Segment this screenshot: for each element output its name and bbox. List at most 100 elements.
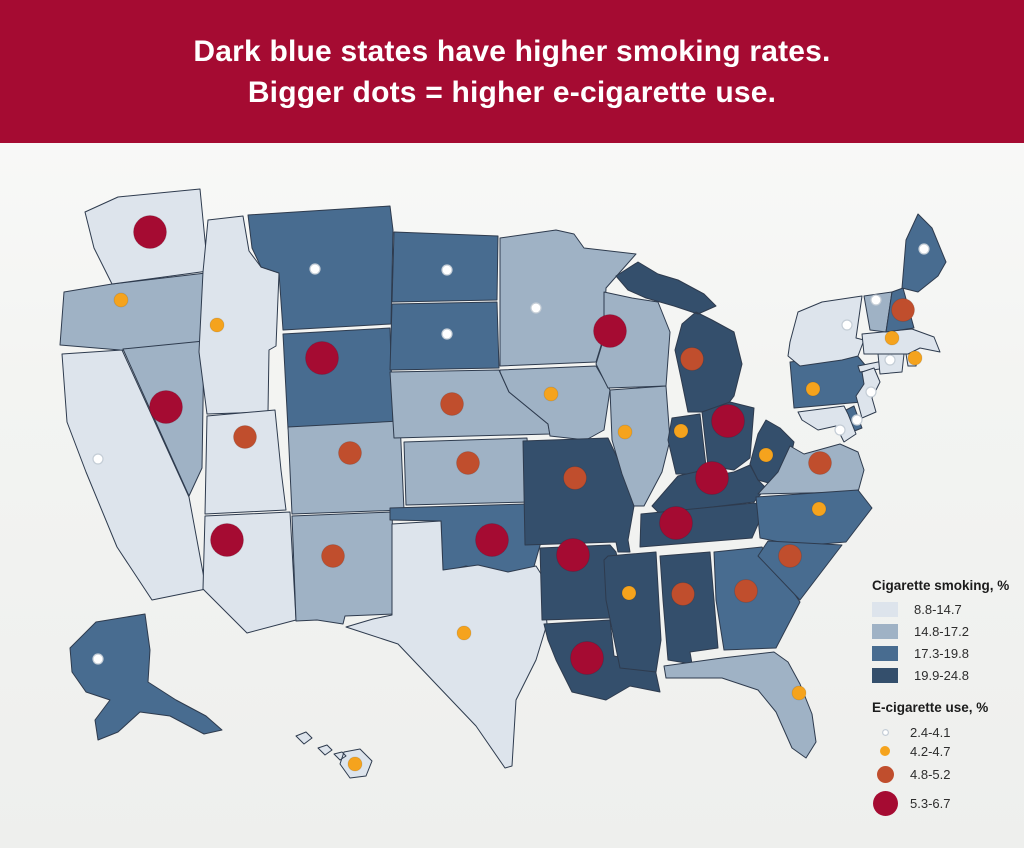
legend-ecigarette-use: E-cigarette use, % 2.4-4.1 4.2-4.7 4.8-5… bbox=[872, 700, 988, 820]
ecig-dot-DE bbox=[851, 414, 863, 426]
ecig-dot-NC bbox=[811, 501, 827, 517]
smoking-bin2-label: 14.8-17.2 bbox=[914, 624, 969, 639]
ecig-dot-GA bbox=[734, 579, 758, 603]
smoking-bin4-label: 19.9-24.8 bbox=[914, 668, 969, 683]
ecig-dot-IN bbox=[673, 423, 689, 439]
ecig-dot-NM bbox=[321, 544, 345, 568]
legend-row: 19.9-24.8 bbox=[872, 668, 1009, 683]
ecig-dot-AL bbox=[671, 582, 695, 606]
ecig-dot-WV bbox=[758, 447, 774, 463]
state-AK bbox=[69, 613, 223, 741]
ecig-dot-OK bbox=[475, 523, 509, 557]
ecig-dot-PA bbox=[805, 381, 821, 397]
ecig-dot-WA bbox=[133, 215, 167, 249]
ecig-dot-VT bbox=[870, 294, 882, 306]
legend-row: 2.4-4.1 bbox=[872, 724, 988, 741]
ecig-dot-CT bbox=[884, 354, 896, 366]
ecig-dot-WI bbox=[593, 314, 627, 348]
ecig-bin2-label: 4.2-4.7 bbox=[910, 743, 951, 759]
state-NM bbox=[291, 511, 396, 625]
ecig-dot-TX bbox=[456, 625, 472, 641]
smoking-bin4-swatch bbox=[872, 668, 898, 683]
legend-row: 5.3-6.7 bbox=[872, 787, 988, 820]
ecig-dot-NE bbox=[440, 392, 464, 416]
smoking-bin2-swatch bbox=[872, 624, 898, 639]
ecig-dot-OR bbox=[113, 292, 129, 308]
state-MI bbox=[615, 261, 743, 413]
ecig-dot-MI bbox=[680, 347, 704, 371]
state-MA bbox=[861, 328, 941, 355]
ecig-dot-HI bbox=[347, 756, 363, 772]
smoking-bin1-label: 8.8-14.7 bbox=[914, 602, 962, 617]
legend-row: 14.8-17.2 bbox=[872, 624, 1009, 639]
state-CO bbox=[287, 420, 405, 515]
header-line2: Bigger dots = higher e-cigarette use. bbox=[247, 75, 777, 109]
ecig-dot-KS bbox=[456, 451, 480, 475]
ecig-dot-IL bbox=[617, 424, 633, 440]
smoking-bin1-swatch bbox=[872, 602, 898, 617]
header-line1: Dark blue states have higher smoking rat… bbox=[193, 34, 831, 68]
ecig-dot-SC bbox=[778, 544, 802, 568]
ecig-dot-MT bbox=[309, 263, 321, 275]
state-IL bbox=[609, 385, 671, 507]
smoking-bin3-label: 17.3-19.8 bbox=[914, 646, 969, 661]
ecig-dot-CO bbox=[338, 441, 362, 465]
state-OR bbox=[59, 272, 207, 353]
legend-row: 17.3-19.8 bbox=[872, 646, 1009, 661]
ecig-dot-WY bbox=[305, 341, 339, 375]
ecig-bin2-dot-icon bbox=[880, 746, 890, 756]
ecig-dot-MS bbox=[621, 585, 637, 601]
ecig-dot-NH bbox=[891, 298, 915, 322]
ecig-dot-NJ bbox=[865, 386, 877, 398]
ecig-dot-KY bbox=[695, 461, 729, 495]
ecig-bin4-dot-icon bbox=[872, 791, 898, 816]
ecig-dot-UT bbox=[233, 425, 257, 449]
state-FL bbox=[663, 651, 817, 759]
ecig-dot-RI bbox=[907, 350, 923, 366]
ecig-dot-CA bbox=[92, 453, 104, 465]
ecig-dot-AZ bbox=[210, 523, 244, 557]
header-banner: Dark blue states have higher smoking rat… bbox=[0, 0, 1024, 143]
ecig-dot-FL bbox=[791, 685, 807, 701]
legend-row: 8.8-14.7 bbox=[872, 602, 1009, 617]
ecig-dot-MN bbox=[530, 302, 542, 314]
ecig-dot-NY bbox=[841, 319, 853, 331]
state-NC bbox=[755, 489, 873, 547]
ecig-dot-IA bbox=[543, 386, 559, 402]
ecig-dot-LA bbox=[570, 641, 604, 675]
ecig-bin4-label: 5.3-6.7 bbox=[910, 796, 951, 811]
state-AL bbox=[659, 551, 719, 665]
legend-ecig-title: E-cigarette use, % bbox=[872, 700, 989, 715]
ecig-dot-ND bbox=[441, 264, 453, 276]
ecig-dot-SD bbox=[441, 328, 453, 340]
smoking-bin3-swatch bbox=[872, 646, 898, 661]
legend-smoking-title: Cigarette smoking, % bbox=[872, 578, 1010, 593]
ecig-dot-TN bbox=[659, 506, 693, 540]
ecig-dot-VA bbox=[808, 451, 832, 475]
ecig-dot-ID bbox=[209, 317, 225, 333]
state-MS bbox=[603, 551, 662, 673]
ecig-dot-ME bbox=[918, 243, 930, 255]
ecig-bin1-label: 2.4-4.1 bbox=[910, 725, 951, 740]
state-IN bbox=[667, 413, 707, 475]
state-HI bbox=[295, 731, 373, 779]
state-ID bbox=[198, 215, 280, 415]
ecig-bin3-label: 4.8-5.2 bbox=[910, 766, 951, 782]
ecig-dot-MA bbox=[884, 330, 900, 346]
ecig-dot-NV bbox=[149, 390, 183, 424]
legend-cigarette-smoking: Cigarette smoking, % 8.8-14.7 14.8-17.2 … bbox=[872, 578, 1009, 690]
legend-row: 4.8-5.2 bbox=[872, 761, 988, 787]
state-WY bbox=[282, 327, 394, 430]
state-UT bbox=[204, 409, 287, 515]
legend-row: 4.2-4.7 bbox=[872, 741, 988, 761]
ecig-dot-AK bbox=[92, 653, 104, 665]
ecig-dot-MD bbox=[834, 424, 846, 436]
ecig-bin3-dot-icon bbox=[876, 765, 894, 783]
ecig-dot-AR bbox=[556, 538, 590, 572]
ecig-dot-MO bbox=[563, 466, 587, 490]
state-CA bbox=[61, 349, 207, 601]
state-TX bbox=[345, 520, 548, 769]
ecig-dot-OH bbox=[711, 404, 745, 438]
